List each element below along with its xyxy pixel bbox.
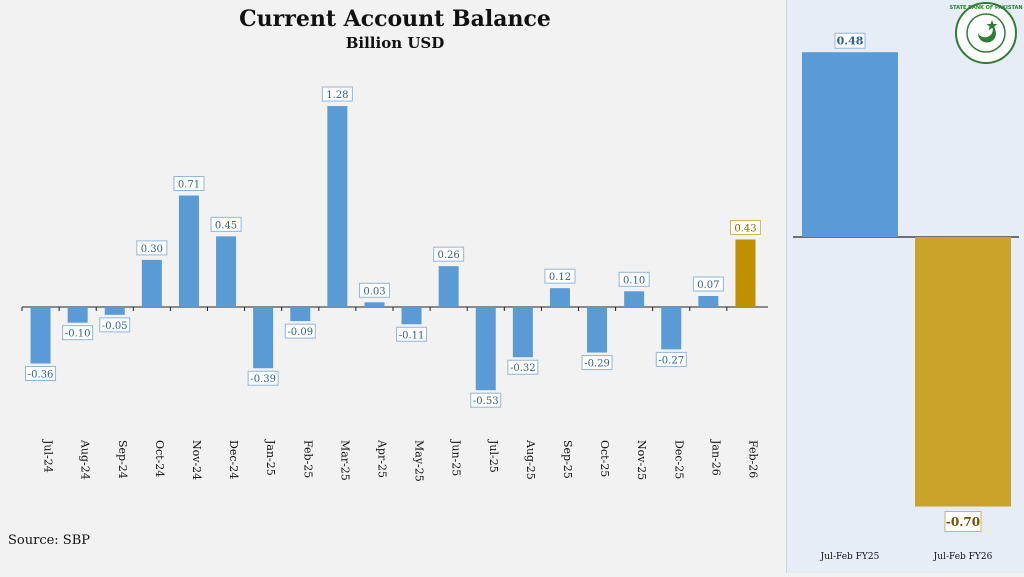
- bar-sep-25: [549, 288, 570, 307]
- category-label: Jul-24: [42, 439, 55, 473]
- data-label: 1.28: [326, 90, 348, 101]
- bar-aug-24: [67, 307, 88, 323]
- bar-mar-25: [327, 106, 348, 307]
- data-label: -0.05: [102, 321, 128, 332]
- logo-text: STATE BANK OF PAKISTAN: [949, 5, 1022, 11]
- data-label: -0.09: [287, 327, 313, 338]
- data-label-box: [396, 326, 428, 342]
- bar-may-25: [401, 307, 422, 325]
- source-note: Source: SBP: [8, 533, 91, 548]
- category-label: Jan-25: [264, 439, 277, 476]
- data-label: 0.10: [623, 275, 645, 286]
- cumulative-bar-chart: 0.48 Jul-Feb FY25 -0.70 Jul-Feb FY26: [793, 32, 1019, 562]
- bar-oct-24: [141, 259, 162, 307]
- category-label: Jul-25: [487, 439, 500, 473]
- data-label-box: [25, 366, 57, 382]
- data-label: 0.45: [215, 220, 237, 231]
- bar-jul-24: [30, 307, 51, 364]
- category-label: Apr-25: [375, 439, 388, 478]
- monthly-bar-chart: -0.36 Jul-24 -0.10 Aug-24 -0.05 Sep-24 0.30 Oct…: [21, 86, 768, 482]
- bar-oct-25: [587, 307, 608, 353]
- data-label-box: [618, 271, 650, 287]
- data-label-box: [173, 176, 205, 192]
- bar-aug-25: [512, 307, 533, 358]
- data-label-box: [544, 268, 576, 284]
- data-label: 0.07: [697, 280, 719, 291]
- data-label-box: [507, 359, 539, 375]
- category-label: Jul-Feb FY26: [933, 552, 993, 562]
- category-label: Mar-25: [338, 440, 351, 481]
- category-label: Dec-24: [227, 440, 240, 479]
- category-label: Nov-25: [635, 440, 648, 480]
- data-label-box: [358, 282, 390, 298]
- data-label: 0.43: [734, 223, 756, 234]
- category-label: May-25: [413, 440, 426, 482]
- bar-jan-26: [698, 296, 719, 307]
- category-label: Sep-24: [116, 440, 129, 479]
- data-label-box: [284, 323, 316, 339]
- bar-sep-24: [104, 307, 125, 315]
- data-label: -0.36: [28, 370, 54, 381]
- bar-feb-26: [735, 239, 756, 307]
- data-label: -0.29: [584, 359, 610, 370]
- data-label-box: [247, 370, 279, 386]
- chart-title: Current Account Balance: [239, 6, 551, 32]
- data-label-box: [581, 355, 613, 371]
- data-label-box: [136, 240, 168, 256]
- bar-nov-24: [178, 195, 199, 307]
- data-label: -0.11: [399, 330, 425, 341]
- data-label-box: [470, 392, 502, 408]
- cumulative-panel: 0.48 Jul-Feb FY25 -0.70 Jul-Feb FY26: [786, 0, 1024, 573]
- data-label-box: [655, 351, 687, 367]
- data-label: -0.10: [65, 329, 91, 340]
- data-label: -0.70: [946, 515, 980, 529]
- data-label: 0.26: [438, 250, 460, 261]
- bar-dec-25: [661, 307, 682, 350]
- category-label: Jan-26: [709, 439, 722, 476]
- bar-apr-25: [364, 302, 385, 307]
- data-label: 0.48: [837, 35, 864, 48]
- data-label-box: [433, 246, 465, 262]
- bar-feb-25: [290, 307, 311, 322]
- category-label: Feb-25: [301, 440, 314, 478]
- sbp-logo: STATE BANK OF PAKISTAN: [949, 2, 1023, 64]
- data-label: 0.12: [549, 272, 571, 283]
- category-label: Dec-25: [672, 440, 685, 479]
- data-label-box: [692, 276, 724, 292]
- category-label: Nov-24: [190, 440, 203, 480]
- bar-jul-25: [475, 307, 496, 391]
- data-label: -0.39: [250, 374, 276, 385]
- data-label: -0.27: [658, 355, 684, 366]
- bar-jan-25: [253, 307, 274, 369]
- data-label-box: [834, 32, 866, 49]
- bar-fy26: [915, 237, 1011, 507]
- category-label: Jun-25: [450, 439, 463, 476]
- bar-nov-25: [624, 291, 645, 307]
- category-label: Feb-26: [746, 440, 759, 478]
- category-label: Oct-25: [598, 440, 611, 477]
- data-label-box: [321, 86, 353, 102]
- data-label: -0.53: [473, 396, 499, 407]
- category-label: Sep-25: [561, 440, 574, 479]
- data-label-box: [729, 219, 761, 235]
- bar-jun-25: [438, 266, 459, 307]
- data-label-box: [62, 325, 94, 341]
- chart-subtitle: Billion USD: [345, 34, 445, 52]
- bar-dec-24: [216, 236, 237, 307]
- data-label: 0.03: [363, 286, 385, 297]
- data-label: 0.71: [178, 180, 200, 191]
- data-label-box: [99, 317, 131, 333]
- category-label: Aug-25: [524, 439, 537, 480]
- data-label-box: [210, 216, 242, 232]
- data-label: 0.30: [141, 244, 163, 255]
- data-label-box: [944, 511, 982, 532]
- bar-fy25: [802, 52, 898, 238]
- category-label: Aug-24: [79, 439, 92, 480]
- data-label: -0.32: [510, 363, 536, 374]
- category-label: Jul-Feb FY25: [820, 552, 880, 562]
- category-label: Oct-24: [153, 440, 166, 477]
